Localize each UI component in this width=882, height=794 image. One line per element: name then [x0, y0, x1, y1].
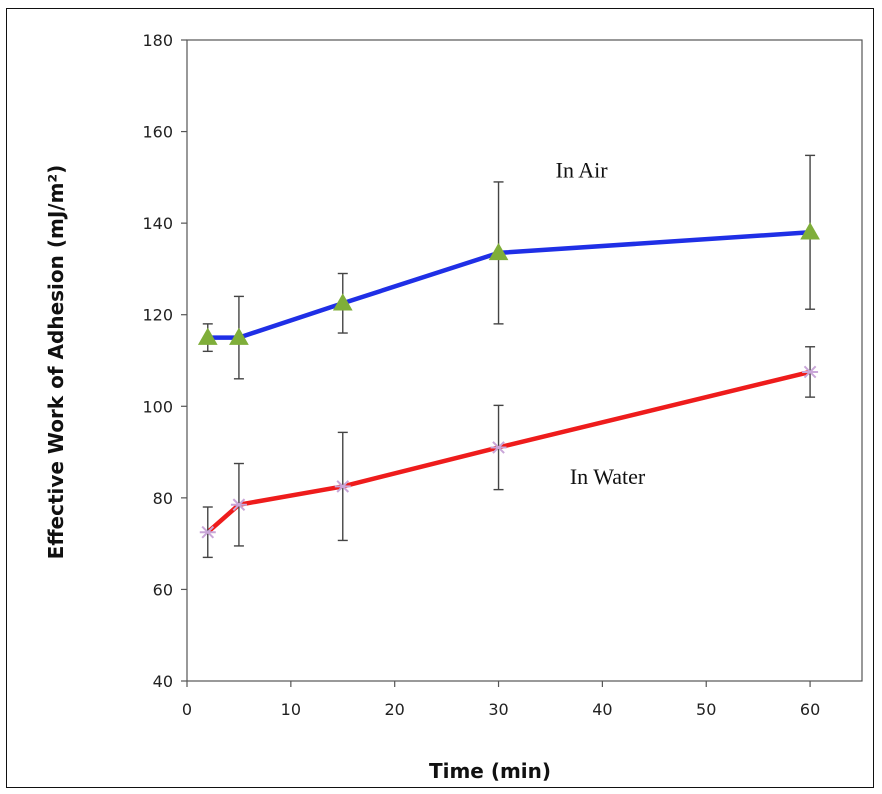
data-point-asterisk	[490, 441, 507, 454]
chart-frame	[6, 8, 874, 788]
asterisk-stroke	[232, 498, 246, 512]
x-tick-label: 40	[592, 700, 612, 719]
y-tick-label: 80	[153, 489, 173, 508]
data-point-asterisk	[230, 498, 247, 512]
plot-border	[186, 39, 863, 682]
y-axis-title: Effective Work of Adhesion (mJ/m²)	[44, 165, 68, 560]
y-tick-label: 60	[153, 580, 173, 599]
x-tick-label: 20	[385, 700, 405, 719]
y-tick-label: 100	[142, 397, 173, 416]
x-axis-title: Time (min)	[429, 759, 551, 783]
data-point-triangle	[488, 242, 509, 261]
data-point-asterisk	[334, 480, 351, 493]
axes: 40 60 80 100 120 140 160 180 0 10 20 30 40 50 60	[142, 31, 863, 719]
y-tick-label: 180	[142, 31, 173, 50]
data-point-triangle	[229, 327, 249, 345]
data-point-triangle	[197, 327, 218, 345]
x-tick-label: 10	[281, 700, 301, 719]
series-line	[205, 230, 813, 340]
series-line	[205, 369, 813, 535]
data-point-triangle	[332, 293, 353, 311]
y-tick-label: 140	[142, 214, 173, 233]
y-tick-label: 120	[142, 306, 173, 325]
annotation-label: In Water	[570, 464, 646, 489]
asterisk-stroke	[336, 480, 350, 493]
asterisk-stroke	[803, 365, 817, 379]
y-tick-label: 40	[153, 672, 173, 691]
x-tick-label: 50	[696, 700, 716, 719]
asterisk-stroke	[492, 441, 505, 454]
y-tick-label: 160	[142, 123, 173, 142]
x-tick-label: 0	[182, 700, 192, 719]
data-point-asterisk	[802, 365, 819, 379]
asterisk-stroke	[201, 525, 215, 539]
annotation-layer: In Air In Water	[556, 157, 646, 489]
series-in-water	[199, 346, 819, 559]
series-in-air	[197, 154, 820, 380]
series-layer	[197, 154, 820, 559]
data-point-asterisk	[199, 525, 216, 539]
x-tick-label: 60	[800, 700, 820, 719]
annotation-label: In Air	[556, 157, 609, 182]
x-tick-label: 30	[488, 700, 508, 719]
data-point-triangle	[800, 222, 820, 240]
